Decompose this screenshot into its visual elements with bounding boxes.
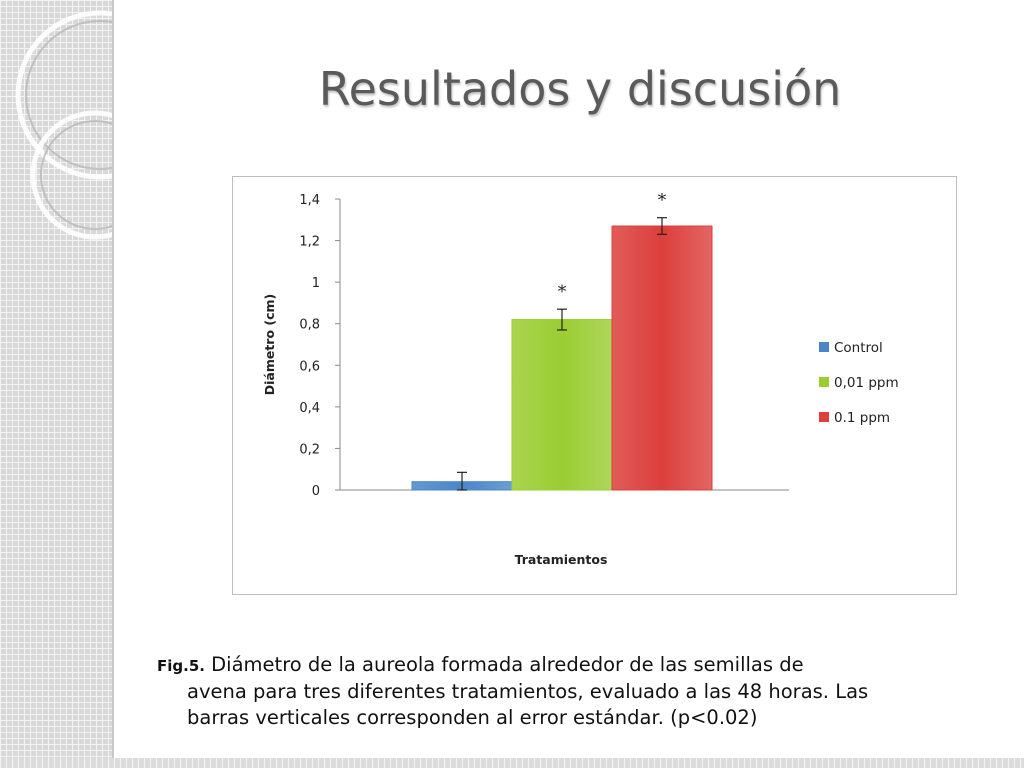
legend-swatch-2 bbox=[819, 377, 829, 387]
chart-frame: 0 0,2 0,4 0,6 0,8 1 1,2 1,4 Diámetro (cm) Tratami… bbox=[232, 176, 957, 595]
y-tick-label: 1,4 bbox=[299, 193, 320, 208]
legend-label-3: 0.1 ppm bbox=[834, 410, 890, 426]
y-tick-label: 0 bbox=[312, 484, 320, 499]
slide-title: Resultados y discusión bbox=[318, 62, 842, 116]
y-tick-label: 0,4 bbox=[299, 401, 320, 416]
bar-3 bbox=[611, 225, 713, 491]
y-tick-label: 1,2 bbox=[299, 235, 320, 250]
bar-chart: 0 0,2 0,4 0,6 0,8 1 1,2 1,4 Diámetro (cm) Tratami… bbox=[262, 191, 899, 567]
x-axis-title: Tratamientos bbox=[515, 552, 608, 567]
legend-label-2: 0,01 ppm bbox=[834, 375, 899, 391]
caption-line-1: Diámetro de la aureola formada alrededor… bbox=[204, 653, 804, 676]
legend-swatch-1 bbox=[819, 342, 829, 352]
y-axis-title: Diámetro (cm) bbox=[262, 294, 277, 396]
y-tick-label: 1 bbox=[312, 276, 320, 291]
figure-caption: Fig.5. Diámetro de la aureola formada al… bbox=[157, 652, 977, 731]
caption-figure-label: Fig.5. bbox=[157, 657, 205, 675]
decorative-circles bbox=[15, 10, 112, 240]
caption-line-3: barras verticales corresponden al error … bbox=[187, 706, 758, 729]
decorative-bottom-strip bbox=[0, 758, 1024, 768]
y-tick-label: 0,8 bbox=[299, 318, 320, 333]
y-tick-label: 0,6 bbox=[299, 359, 320, 374]
significance-marker-3: * bbox=[658, 191, 667, 211]
significance-marker-2: * bbox=[558, 282, 567, 302]
caption-first-line: Fig.5. Diámetro de la aureola formada al… bbox=[157, 652, 977, 679]
legend-swatch-3 bbox=[819, 412, 829, 422]
legend-label-1: Control bbox=[834, 340, 883, 356]
bar-2 bbox=[511, 319, 613, 491]
caption-line-2: avena para tres diferentes tratamientos,… bbox=[187, 680, 869, 703]
decorative-side-panel bbox=[0, 0, 114, 768]
y-tick-label: 0,2 bbox=[299, 442, 320, 457]
